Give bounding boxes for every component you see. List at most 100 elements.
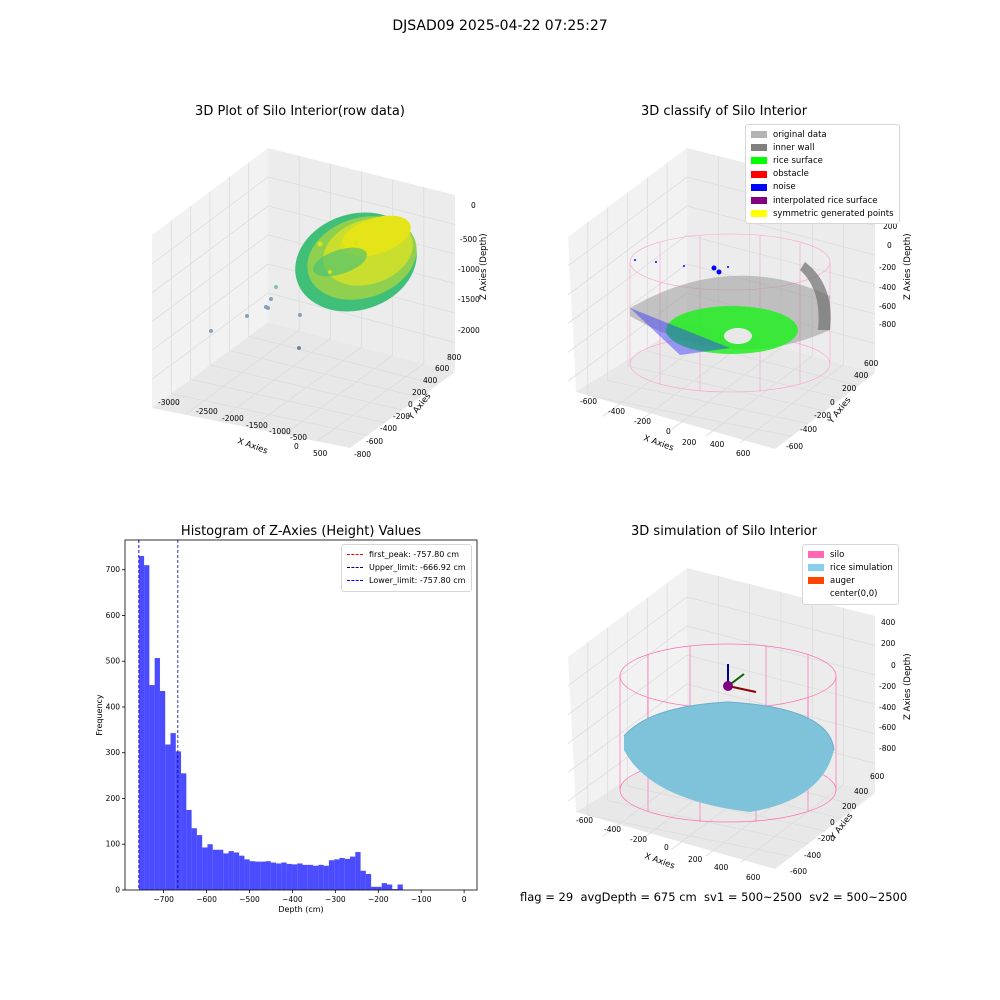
p4-xtick: 0 xyxy=(664,843,669,852)
p2-ytick: -200 xyxy=(814,411,831,420)
legend-label: inner wall xyxy=(773,142,815,153)
panel1-pane-floor xyxy=(152,322,455,448)
histogram-bar xyxy=(181,773,187,890)
legend-label: noise xyxy=(773,182,796,193)
p4-ztick: -200 xyxy=(879,682,896,691)
legend-line xyxy=(347,554,363,556)
legend-swatch xyxy=(751,197,767,205)
histogram-bar xyxy=(233,852,240,890)
p1-ytick: -400 xyxy=(380,424,397,433)
histogram-bar xyxy=(196,835,203,890)
x-axis-label: Depth (cm) xyxy=(278,905,323,914)
p1-ytick: 800 xyxy=(447,353,462,362)
legend-label: silo xyxy=(830,549,845,560)
p4-ytick: 600 xyxy=(870,772,885,781)
panel4-title: 3D simulation of Silo Interior xyxy=(631,524,817,539)
p1-ytick: 400 xyxy=(423,376,438,385)
p2-ztick: 200 xyxy=(883,222,898,231)
legend-swatch xyxy=(751,183,767,191)
y-axis-label: Frequency xyxy=(95,694,104,736)
legend-swatch xyxy=(751,170,767,178)
histogram-bar xyxy=(170,733,176,890)
legend-swatch xyxy=(808,591,824,598)
p4-xtick: 200 xyxy=(688,855,703,864)
p2-xtick: 0 xyxy=(666,427,671,436)
legend-label: Lower_limit: -757.80 cm xyxy=(369,576,466,586)
legend-label: auger xyxy=(830,575,855,586)
p2-xtick: -600 xyxy=(580,397,597,406)
histogram-bar xyxy=(392,889,398,890)
p4-ytick: -600 xyxy=(790,867,807,876)
p2-xtick: 200 xyxy=(682,438,697,447)
x-tick-label: −600 xyxy=(196,895,217,904)
p2-xtick: 400 xyxy=(710,440,725,449)
p2-xtick: 600 xyxy=(736,449,751,458)
p2-xtick: -200 xyxy=(634,417,651,426)
histogram-bar xyxy=(318,864,324,890)
histogram-bar xyxy=(307,864,314,890)
histogram-bar xyxy=(376,886,382,890)
p1-ztick: -500 xyxy=(460,235,477,244)
legend-label: first_peak: -757.80 cm xyxy=(369,550,460,560)
legend-swatch xyxy=(808,551,824,559)
y-tick-label: 100 xyxy=(106,840,121,849)
y-tick-label: 600 xyxy=(106,611,121,620)
legend-label: rice surface xyxy=(773,155,823,166)
legend-label: interpolated rice surface xyxy=(773,195,878,206)
p4-xlabel: X Axies xyxy=(643,851,676,871)
p1-ztick: -1500 xyxy=(458,295,480,304)
p4-ztick: -600 xyxy=(879,723,896,732)
histogram-bar xyxy=(339,857,345,890)
legend-label: obstacle xyxy=(773,169,809,180)
panel4-legend: silo rice simulation auger center(0,0) xyxy=(802,544,899,605)
panel2-classified-points xyxy=(630,259,831,355)
x-tick-label: 0 xyxy=(462,895,467,904)
histogram-bar xyxy=(239,855,245,890)
panel4-3d-plot: -600 -400 -200 0 200 400 600 -600 -400 -… xyxy=(567,568,913,882)
legend-label: center(0,0) xyxy=(830,589,878,600)
p1-ytick: 0 xyxy=(408,400,413,409)
p2-ytick: 600 xyxy=(864,359,879,368)
p2-xlabel: X Axies xyxy=(642,433,675,453)
p2-ytick: 400 xyxy=(854,371,869,380)
legend-label: Upper_limit: -666.92 cm xyxy=(369,563,466,573)
p1-ztick: -1000 xyxy=(458,265,480,274)
histogram-bar xyxy=(371,886,377,890)
x-tick-label: −100 xyxy=(411,895,432,904)
x-tick-label: −500 xyxy=(239,895,260,904)
p2-ytick: 200 xyxy=(842,384,857,393)
p4-ytick: -200 xyxy=(818,834,835,843)
histogram-bar xyxy=(223,853,229,890)
histogram-bar xyxy=(265,861,271,890)
histogram-bar xyxy=(138,556,145,890)
histogram-bar xyxy=(350,856,356,890)
legend-swatch xyxy=(808,577,824,585)
histogram-bar xyxy=(397,884,403,890)
grid-line xyxy=(740,784,844,863)
histogram-bar xyxy=(149,685,155,890)
histogram-bar xyxy=(144,565,150,890)
p2-ytick: 0 xyxy=(830,398,835,407)
x-tick-label: −200 xyxy=(368,895,389,904)
p1-ztick: -2000 xyxy=(458,326,480,335)
histogram-bar xyxy=(228,851,234,890)
histogram-bar xyxy=(159,690,166,890)
p1-ytick: 200 xyxy=(412,388,427,397)
y-tick-label: 200 xyxy=(106,794,121,803)
p4-ztick: 200 xyxy=(881,639,896,648)
p2-ztick: -400 xyxy=(879,283,896,292)
histogram-bar xyxy=(386,884,393,890)
histogram-bar xyxy=(302,864,308,890)
histogram-bar xyxy=(218,849,224,890)
histogram-bar xyxy=(212,849,219,890)
legend-label: rice simulation xyxy=(830,562,893,573)
p1-ytick: 600 xyxy=(435,364,450,373)
p1-xtick: -1500 xyxy=(246,421,268,430)
p4-zlabel: Z Axies (Depth) xyxy=(903,653,913,720)
grid-line xyxy=(316,363,425,442)
histogram-bar xyxy=(254,861,261,890)
p1-ztick: 0 xyxy=(471,201,476,210)
histogram-bar xyxy=(286,863,292,890)
y-tick-label: 500 xyxy=(106,657,121,666)
histogram-bar xyxy=(328,860,335,890)
